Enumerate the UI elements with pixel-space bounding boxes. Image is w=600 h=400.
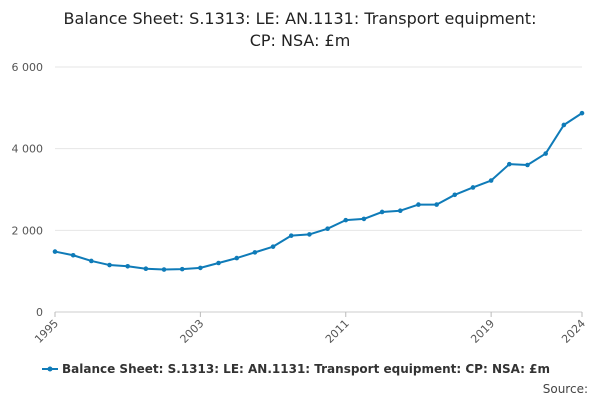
- data-point: [107, 262, 112, 268]
- x-tick-label: 2011: [323, 317, 352, 346]
- data-point: [488, 178, 494, 183]
- data-point: [361, 216, 367, 222]
- legend-swatch-point: [47, 366, 53, 372]
- data-point: [507, 161, 512, 167]
- chart-title-line-2: CP: NSA: £m: [249, 31, 351, 50]
- data-point: [198, 265, 203, 271]
- series-line: [54, 112, 583, 271]
- data-point: [543, 151, 548, 156]
- source-label: Source:: [542, 382, 588, 396]
- data-point: [89, 258, 94, 264]
- data-point: [343, 217, 349, 223]
- y-tick-label: 6 000: [12, 61, 44, 74]
- x-tick-label: 2024: [559, 317, 588, 346]
- data-point: [216, 260, 221, 266]
- y-tick-label: 0: [36, 306, 43, 319]
- legend-label: Balance Sheet: S.1313: LE: AN.1131: Tran…: [62, 362, 550, 376]
- data-point: [307, 232, 312, 237]
- data-point: [270, 244, 276, 249]
- data-point: [143, 266, 149, 272]
- data-point: [52, 249, 58, 254]
- data-point: [561, 122, 567, 128]
- x-tick-label: 1995: [32, 317, 61, 346]
- x-tick-label: 2003: [178, 317, 207, 346]
- data-point: [252, 250, 258, 255]
- data-point: [325, 226, 330, 231]
- data-point: [161, 267, 167, 272]
- chart-title-line-1: Balance Sheet: S.1313: LE: AN.1131: Tran…: [63, 9, 537, 28]
- data-point: [379, 209, 385, 215]
- data-point: [416, 202, 421, 207]
- data-point: [397, 208, 403, 214]
- data-point: [579, 110, 585, 116]
- data-point: [434, 202, 439, 207]
- y-tick-label: 4 000: [12, 143, 44, 156]
- data-point: [70, 252, 76, 258]
- data-point: [125, 263, 130, 269]
- x-tick-label: 2019: [468, 317, 497, 346]
- y-tick-label: 2 000: [12, 224, 44, 237]
- data-point: [288, 233, 294, 238]
- data-point: [234, 255, 240, 261]
- data-point: [525, 162, 530, 168]
- data-point: [470, 185, 476, 190]
- data-point: [452, 192, 458, 198]
- chart-title: Balance Sheet: S.1313: LE: AN.1131: Tran…: [0, 8, 600, 52]
- data-point: [179, 266, 185, 272]
